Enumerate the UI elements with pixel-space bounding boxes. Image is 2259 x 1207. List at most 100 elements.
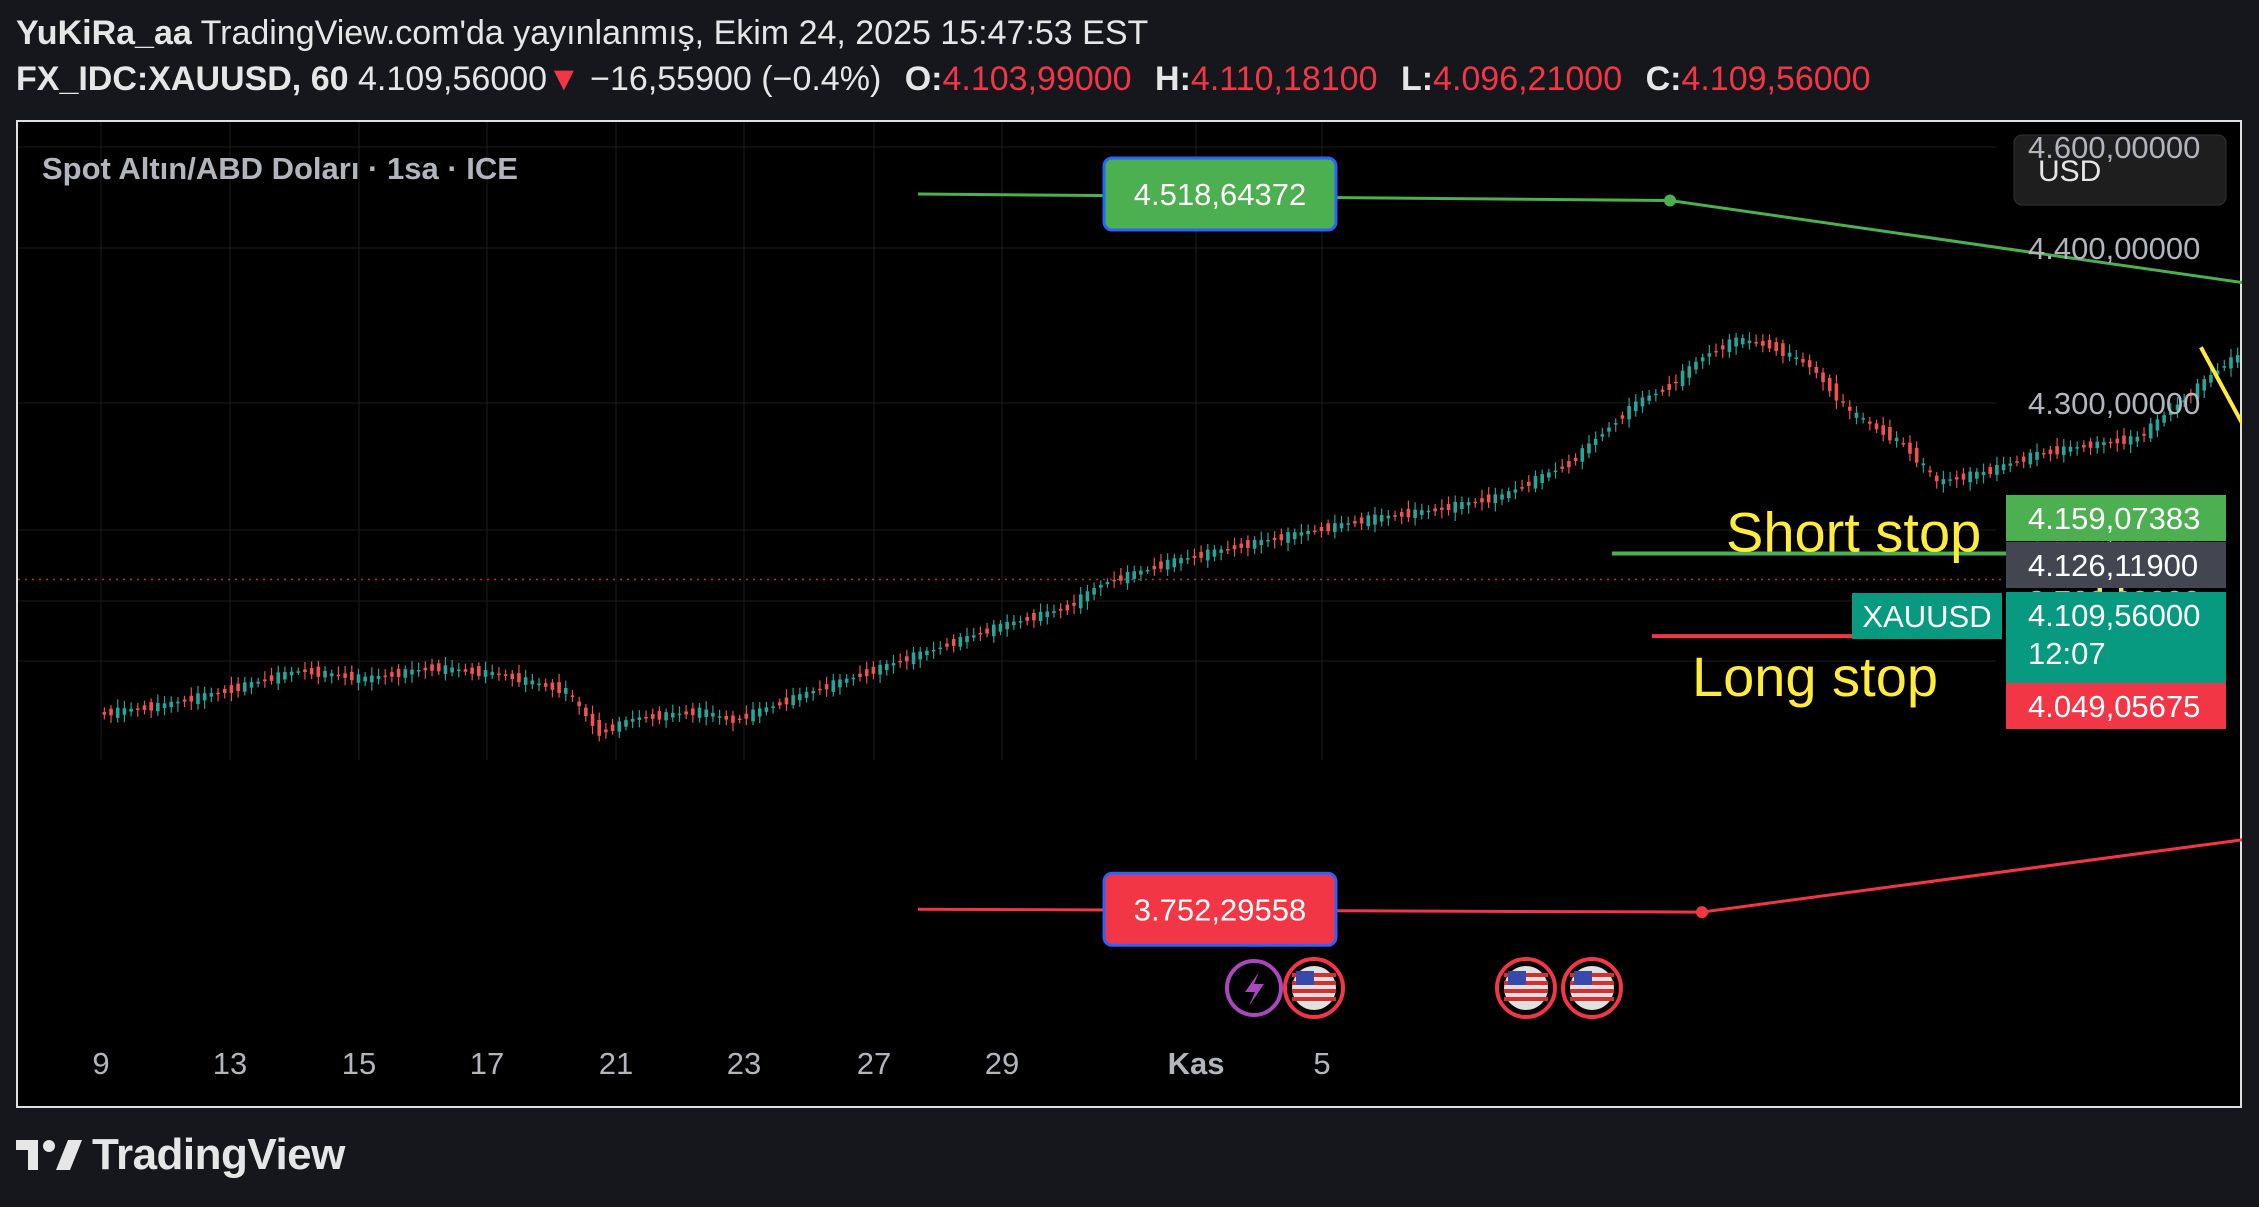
candle-body	[2068, 446, 2073, 452]
candle-body	[1092, 588, 1096, 595]
candle-body	[363, 676, 367, 682]
candle-body	[1526, 481, 1531, 486]
publish-info: TradingView.com'da yayınlanmış, Ekim 24,…	[200, 14, 1149, 52]
price-axis-labels: 4.159,073834.126,119004.109,5600012:074.…	[1852, 495, 2226, 729]
time-axis[interactable]: 9 13 15 17 21 23 27 29 Kas 5	[92, 1046, 1330, 1081]
candle-body	[1854, 412, 1859, 418]
candle-body	[1259, 539, 1264, 546]
candle-body	[1132, 571, 1137, 579]
candle-body	[2189, 394, 2193, 396]
candle-body	[1413, 509, 1417, 519]
candle-body	[1232, 545, 1237, 550]
quote-line: FX_IDC:XAUUSD, 60 4.109,56000▼ −16,55900…	[16, 56, 1871, 102]
us-event-1[interactable]	[1283, 957, 1345, 1019]
candle-body	[356, 674, 361, 683]
flag-stripe	[1504, 997, 1548, 1001]
candle-body	[269, 675, 274, 681]
candle-body	[1460, 502, 1464, 509]
candle-body	[129, 708, 133, 712]
us-event-3[interactable]	[1561, 957, 1623, 1019]
candle-body	[1694, 361, 1698, 370]
candle-body	[1038, 611, 1043, 622]
current-price-badge-box	[2006, 592, 2226, 684]
candle-body	[1620, 415, 1625, 419]
candle-body	[1720, 345, 1725, 350]
candle-body	[1513, 489, 1518, 493]
candle-body	[142, 705, 147, 710]
candle-body	[376, 675, 381, 679]
candle-body	[2209, 374, 2213, 383]
target-low-label[interactable]: 3.752,29558	[1102, 871, 1338, 947]
candle-body	[323, 670, 327, 678]
open-label: O:	[904, 60, 943, 98]
candle-body	[2162, 415, 2166, 423]
candle-body	[1185, 558, 1190, 560]
economic-events[interactable]	[1225, 957, 1623, 1019]
target-high-label-box	[1102, 156, 1338, 232]
h-measure-line[interactable]	[2199, 346, 2242, 705]
target-down-point[interactable]	[1696, 906, 1708, 919]
candle-body	[757, 708, 762, 717]
candle-body	[650, 714, 655, 719]
candle-body	[1660, 389, 1665, 392]
candle-body	[2142, 433, 2146, 436]
candle-body	[751, 709, 755, 722]
candle-body	[229, 685, 234, 693]
candle-body	[329, 673, 334, 677]
candle-body	[1346, 523, 1351, 525]
candle-body	[884, 663, 889, 670]
candle-body	[249, 682, 254, 688]
candle-body	[242, 682, 247, 692]
candle-body	[1426, 510, 1431, 513]
candle-body	[1226, 549, 1230, 551]
candle-body	[1159, 561, 1163, 569]
us-event-2[interactable]	[1495, 957, 1557, 1019]
candle-body	[1112, 579, 1116, 582]
candle-body	[263, 679, 267, 682]
candle-body	[1319, 526, 1324, 532]
candle-body	[1847, 406, 1852, 411]
candle-body	[343, 673, 347, 678]
candle-body	[396, 668, 401, 678]
author-name[interactable]: YuKiRa_aa	[16, 14, 192, 52]
candle-body	[998, 623, 1003, 632]
candle-body	[403, 669, 408, 678]
candle-body	[1433, 508, 1437, 512]
candle-body	[1547, 472, 1551, 478]
candle-body	[1520, 487, 1524, 489]
tradingview-logo-icon	[16, 1140, 82, 1170]
candle-body	[1727, 339, 1732, 353]
lightning-event[interactable]	[1225, 959, 1283, 1017]
tradingview-logo[interactable]: TradingView	[16, 1130, 345, 1180]
current-price-badge-text: 4.109,56000	[2028, 598, 2200, 633]
gray-price-badge-text: 4.126,11900	[2028, 548, 2198, 583]
candle-body	[1119, 575, 1123, 581]
candle-body	[1794, 357, 1799, 360]
short-stop-label: Short stop	[1726, 500, 1981, 563]
candle-body	[2095, 441, 2100, 449]
candle-body	[1654, 393, 1658, 396]
candle-body	[1098, 584, 1103, 588]
candle-body	[517, 673, 521, 683]
candle-body	[1667, 384, 1672, 390]
candle-body	[1674, 381, 1678, 384]
candle-body	[1934, 475, 1939, 482]
candle-body	[2148, 423, 2153, 439]
high-value: 4.110,18100	[1190, 60, 1378, 98]
candle-body	[316, 666, 321, 677]
candle-body	[1841, 401, 1845, 403]
target-up-point[interactable]	[1664, 194, 1676, 207]
target-high-label[interactable]: 4.518,64372	[1102, 156, 1338, 232]
publish-line: YuKiRa_aa TradingView.com'da yayınlanmış…	[16, 10, 1871, 56]
candle-body	[670, 712, 675, 718]
time-axis-tick: 15	[342, 1046, 376, 1081]
currency-label[interactable]: USD	[2038, 155, 2101, 188]
currency-button[interactable]: USD	[2013, 134, 2227, 206]
candle-body	[1647, 395, 1651, 401]
candle-body	[1868, 421, 1872, 424]
candle-body	[784, 697, 789, 705]
candle-body	[804, 691, 809, 698]
candle-body	[1292, 532, 1297, 540]
